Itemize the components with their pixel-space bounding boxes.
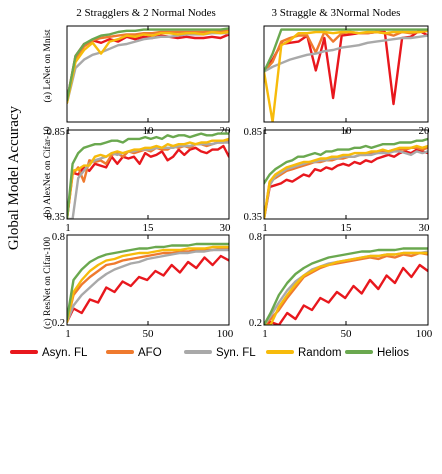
legend-label: Asyn. FL: [42, 347, 88, 359]
legend-item-afo: AFO: [106, 347, 162, 359]
legend-label: AFO: [138, 347, 162, 359]
legend-label: Helios: [377, 347, 409, 359]
y-tick-label-bottom: 0.35: [244, 212, 262, 223]
panel-2-0: 1 50 100 0.8 0.2: [52, 232, 234, 340]
series-line-asyn-fl: [67, 254, 229, 324]
x-tick-label: 100: [217, 328, 234, 340]
panel-2-1: 1 50 100 0.8 0.2: [249, 232, 433, 340]
series-line-asyn-fl: [67, 144, 229, 219]
panels: 1 10 20 1 10 201 15 300.850.351 15 300.850.351 50 1…: [47, 25, 433, 340]
row-label-b: (b) AlexNet on Cifar-10: [42, 126, 53, 218]
legend-item-random: Random: [266, 347, 341, 359]
y-tick-label-bottom: 0.2: [249, 318, 262, 329]
figure-y-label: Global Model Accuracy: [6, 105, 22, 250]
x-tick-label: 30: [419, 222, 431, 234]
series-line-syn-fl: [264, 34, 428, 73]
series-line-afo: [67, 247, 229, 324]
x-tick-label: 15: [341, 222, 353, 234]
series-line-syn-fl: [67, 141, 229, 219]
x-tick-label: 20: [419, 125, 431, 137]
x-tick-label: 15: [143, 222, 155, 234]
y-tick-label-top: 0.8: [249, 232, 262, 243]
series-line-syn-fl: [264, 150, 428, 219]
y-tick-label-top: 0.85: [47, 127, 65, 138]
series-group: [264, 137, 428, 219]
x-tick-label: 1: [262, 222, 268, 234]
series-line-random: [67, 137, 229, 219]
series-line-helios: [264, 137, 428, 185]
y-tick-label-top: 0.85: [244, 127, 262, 138]
series-group: [264, 247, 428, 325]
legend-item-syn-fl: Syn. FL: [184, 347, 256, 359]
series-line-helios: [67, 242, 229, 321]
x-tick-label: 20: [220, 125, 232, 137]
series-line-helios: [264, 247, 428, 325]
x-tick-label: 1: [262, 328, 268, 340]
series-line-asyn-fl: [264, 263, 428, 325]
series-line-syn-fl: [67, 248, 229, 324]
legend-item-helios: Helios: [345, 347, 409, 359]
row-label-a: (a) LeNet on Mnist: [42, 29, 53, 102]
row-label-c: (c) ResNet on Cifar-100: [42, 237, 53, 329]
series-line-random: [67, 30, 229, 105]
y-tick-label-top: 0.8: [52, 232, 65, 243]
series-line-random: [264, 144, 428, 219]
x-tick-label: 1: [262, 125, 268, 137]
series-line-asyn-fl: [264, 29, 428, 106]
panel-0-0: 1 10 20: [65, 25, 232, 137]
series-line-random: [67, 245, 229, 324]
column-title-right: 3 Straggle & 3Normal Nodes: [272, 7, 401, 19]
series-line-random: [264, 251, 428, 325]
series-line-afo: [264, 251, 428, 325]
column-title-left: 2 Stragglers & 2 Normal Nodes: [76, 7, 216, 19]
series-group: [67, 27, 229, 105]
legend-label: Random: [298, 347, 341, 359]
series-group: [67, 242, 229, 324]
series-line-random: [264, 29, 428, 122]
legend: Asyn. FL AFO Syn. FL Random Helios: [10, 347, 409, 359]
panel-1-1: 1 15 30 0.85 0.35: [244, 127, 430, 234]
legend-label: Syn. FL: [216, 347, 256, 359]
x-tick-label: 100: [416, 328, 433, 340]
series-group: [67, 132, 229, 219]
series-line-asyn-fl: [264, 148, 428, 219]
x-tick-label: 50: [143, 328, 155, 340]
x-tick-label: 50: [341, 328, 353, 340]
x-tick-label: 1: [65, 222, 71, 234]
series-line-afo: [264, 146, 428, 219]
legend-item-asyn-fl: Asyn. FL: [10, 347, 88, 359]
series-line-helios: [67, 132, 229, 219]
x-tick-label: 1: [65, 125, 71, 137]
y-tick-label-bottom: 0.2: [52, 318, 65, 329]
x-tick-label: 30: [220, 222, 232, 234]
x-tick-label: 1: [65, 328, 71, 340]
panel-1-0: 1 15 30 0.85 0.35: [47, 127, 231, 234]
panel-0-1: 1 10 20: [262, 25, 431, 137]
series-group: [264, 28, 428, 122]
series-line-afo: [67, 29, 229, 102]
y-tick-label-bottom: 0.35: [47, 212, 65, 223]
